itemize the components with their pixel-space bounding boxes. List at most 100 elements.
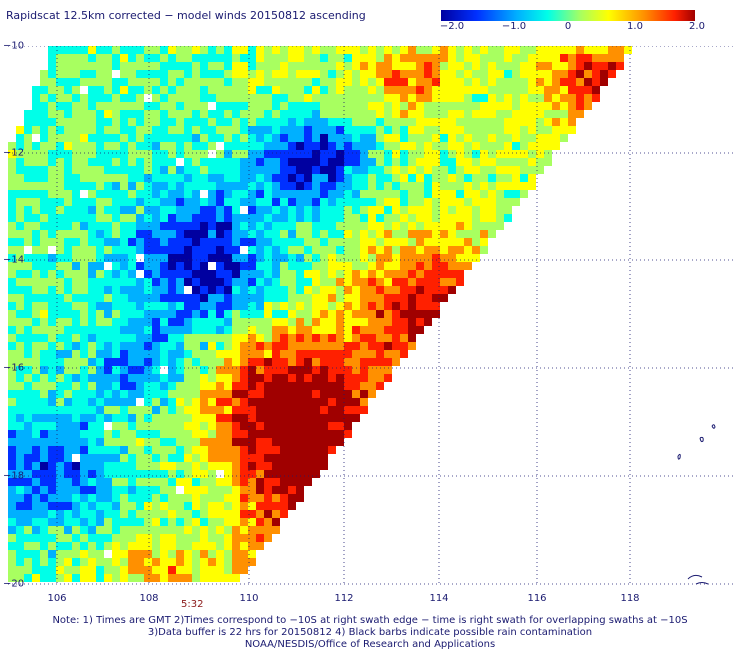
data-cell (216, 534, 224, 542)
data-cell (240, 182, 248, 190)
data-cell (472, 166, 480, 174)
data-cell (64, 254, 72, 262)
data-cell (368, 382, 376, 390)
data-cell (400, 286, 408, 294)
data-cell (456, 94, 464, 102)
data-cell (96, 310, 104, 318)
data-cell (320, 222, 328, 230)
data-cell (112, 214, 120, 222)
data-cell (184, 134, 192, 142)
data-cell (216, 198, 224, 206)
data-cell (480, 62, 488, 70)
data-cell (256, 214, 264, 222)
data-cell (40, 462, 48, 470)
data-cell (176, 102, 184, 110)
data-cell (192, 574, 200, 582)
data-cell (480, 246, 488, 254)
data-cell (128, 158, 136, 166)
data-cell (144, 382, 152, 390)
data-cell (240, 230, 248, 238)
data-cell (304, 150, 312, 158)
data-cell (408, 214, 416, 222)
data-cell (376, 222, 384, 230)
data-cell (48, 526, 56, 534)
data-cell (344, 358, 352, 366)
data-cell (176, 334, 184, 342)
data-cell (520, 150, 528, 158)
data-cell (560, 102, 568, 110)
data-cell (456, 110, 464, 118)
note-line-3: NOAA/NESDIS/Office of Research and Appli… (244, 639, 496, 650)
data-cell (176, 86, 184, 94)
data-cell (104, 102, 112, 110)
data-cell (544, 150, 552, 158)
data-cell (176, 46, 184, 54)
data-cell (376, 294, 384, 302)
data-cell (400, 238, 408, 246)
data-cell (480, 134, 488, 142)
data-cell (152, 542, 160, 550)
data-cell (112, 438, 120, 446)
data-cell (448, 182, 456, 190)
data-cell (440, 238, 448, 246)
data-cell (416, 230, 424, 238)
data-cell (384, 142, 392, 150)
data-cell (160, 62, 168, 70)
data-cell (520, 54, 528, 62)
data-cell (456, 142, 464, 150)
data-cell (408, 286, 416, 294)
data-cell (256, 510, 264, 518)
data-cell (392, 342, 400, 350)
data-cell (72, 422, 80, 430)
data-cell (264, 438, 272, 446)
data-cell (104, 534, 112, 542)
data-cell (168, 62, 176, 70)
data-cell (72, 262, 80, 270)
data-cell (512, 70, 520, 78)
data-cell (312, 422, 320, 430)
data-cell (256, 94, 264, 102)
data-cell (176, 542, 184, 550)
data-cell (424, 46, 432, 54)
data-cell (360, 326, 368, 334)
data-cell (176, 550, 184, 558)
data-cell (312, 230, 320, 238)
data-cell (72, 534, 80, 542)
data-cell (440, 94, 448, 102)
data-cell (232, 310, 240, 318)
data-cell (160, 334, 168, 342)
data-cell (272, 78, 280, 86)
data-cell (344, 70, 352, 78)
data-cell (544, 102, 552, 110)
data-cell (256, 158, 264, 166)
data-cell (304, 262, 312, 270)
data-cell (256, 294, 264, 302)
data-cell (136, 222, 144, 230)
data-cell (312, 262, 320, 270)
data-cell (144, 222, 152, 230)
data-cell (448, 286, 456, 294)
data-cell (272, 214, 280, 222)
data-cell (320, 230, 328, 238)
data-cell (24, 558, 32, 566)
data-cell (624, 46, 632, 54)
data-cell (296, 334, 304, 342)
data-cell (240, 486, 248, 494)
data-cell (312, 270, 320, 278)
data-cell (184, 518, 192, 526)
data-cell (144, 94, 152, 102)
data-cell (16, 190, 24, 198)
data-cell (104, 558, 112, 566)
data-cell (24, 366, 32, 374)
data-cell (336, 382, 344, 390)
data-cell (440, 214, 448, 222)
data-cell (280, 110, 288, 118)
data-cell (240, 526, 248, 534)
data-cell (32, 230, 40, 238)
data-cell (224, 534, 232, 542)
data-cell (112, 62, 120, 70)
data-cell (344, 126, 352, 134)
data-cell (328, 294, 336, 302)
data-cell (248, 518, 256, 526)
data-cell (56, 494, 64, 502)
